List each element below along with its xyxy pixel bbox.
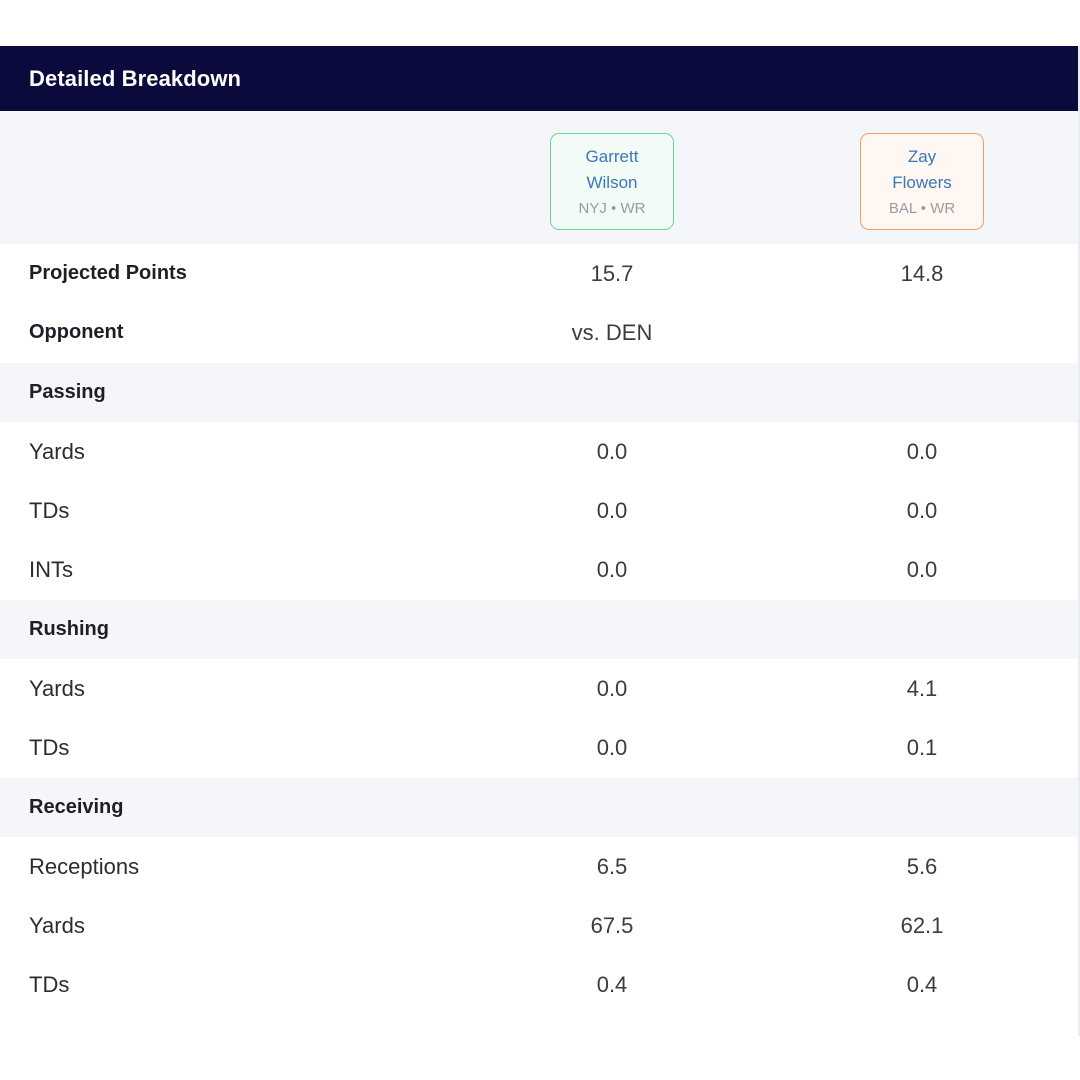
player-first-name: Zay bbox=[907, 146, 937, 166]
section-receiving: Receiving bbox=[0, 777, 1078, 837]
row-receiving-tds: TDs 0.4 0.4 bbox=[0, 956, 1078, 1015]
row-rushing-yards: Yards 0.0 4.1 bbox=[0, 659, 1078, 718]
player1-value: 6.5 bbox=[596, 853, 628, 879]
row-receiving-yards: Yards 67.5 62.1 bbox=[0, 896, 1078, 955]
section-title: Receiving bbox=[29, 795, 124, 818]
player2-value: 14.8 bbox=[900, 260, 944, 286]
player-last-name: Flowers bbox=[892, 172, 952, 192]
row-label: TDs bbox=[29, 972, 70, 998]
row-opponent: Opponent vs. DEN bbox=[0, 303, 1078, 362]
player2-value: 0.0 bbox=[906, 438, 938, 464]
row-receiving-receptions: Receptions 6.5 5.6 bbox=[0, 837, 1078, 896]
player2-value: 5.6 bbox=[906, 853, 938, 879]
row-label: TDs bbox=[29, 735, 70, 761]
row-passing-ints: INTs 0.0 0.0 bbox=[0, 540, 1078, 599]
player2-value: 0.4 bbox=[906, 972, 938, 998]
row-label: Projected Points bbox=[29, 262, 187, 285]
player1-value: 67.5 bbox=[590, 912, 634, 938]
row-label: Yards bbox=[29, 912, 85, 938]
player1-value: 0.4 bbox=[596, 972, 628, 998]
player1-value: 0.0 bbox=[596, 557, 628, 583]
row-passing-yards: Yards 0.0 0.0 bbox=[0, 422, 1078, 481]
player-team-position: BAL • WR bbox=[888, 199, 956, 217]
row-projected-points: Projected Points 15.7 14.8 bbox=[0, 244, 1078, 303]
player-last-name: Wilson bbox=[586, 172, 638, 192]
player-team-position: NYJ • WR bbox=[578, 199, 646, 217]
section-passing: Passing bbox=[0, 362, 1078, 422]
player1-value: 0.0 bbox=[596, 497, 628, 523]
player1-value: 0.0 bbox=[596, 438, 628, 464]
player-card-zay-flowers[interactable]: Zay Flowers BAL • WR bbox=[860, 133, 984, 230]
row-label: Yards bbox=[29, 675, 85, 701]
row-label: Opponent bbox=[29, 321, 124, 344]
player2-value: 0.0 bbox=[906, 497, 938, 523]
player1-value: vs. DEN bbox=[571, 319, 653, 345]
section-rushing: Rushing bbox=[0, 599, 1078, 660]
row-rushing-tds: TDs 0.0 0.1 bbox=[0, 718, 1078, 777]
player2-value: 4.1 bbox=[906, 675, 938, 701]
player2-value: 0.1 bbox=[906, 735, 938, 761]
players-header-row: Garrett Wilson NYJ • WR Zay Flowers BAL … bbox=[0, 111, 1078, 244]
player-card-garrett-wilson[interactable]: Garrett Wilson NYJ • WR bbox=[550, 133, 674, 230]
section-title: Passing bbox=[29, 380, 106, 403]
player2-value: 0.0 bbox=[906, 557, 938, 583]
panel-title: Detailed Breakdown bbox=[29, 65, 242, 91]
detailed-breakdown-panel: Detailed Breakdown Garrett Wilson NYJ • … bbox=[0, 46, 1080, 1036]
row-passing-tds: TDs 0.0 0.0 bbox=[0, 481, 1078, 540]
row-label: TDs bbox=[29, 497, 70, 523]
player-first-name: Garrett bbox=[585, 146, 639, 166]
row-label: Receptions bbox=[29, 853, 140, 879]
player1-value: 15.7 bbox=[590, 260, 634, 286]
panel-header: Detailed Breakdown bbox=[0, 46, 1078, 111]
section-title: Rushing bbox=[29, 617, 109, 640]
player2-value: 62.1 bbox=[900, 912, 944, 938]
player1-value: 0.0 bbox=[596, 675, 628, 701]
row-label: Yards bbox=[29, 438, 85, 464]
row-label: INTs bbox=[29, 557, 73, 583]
player1-value: 0.0 bbox=[596, 735, 628, 761]
